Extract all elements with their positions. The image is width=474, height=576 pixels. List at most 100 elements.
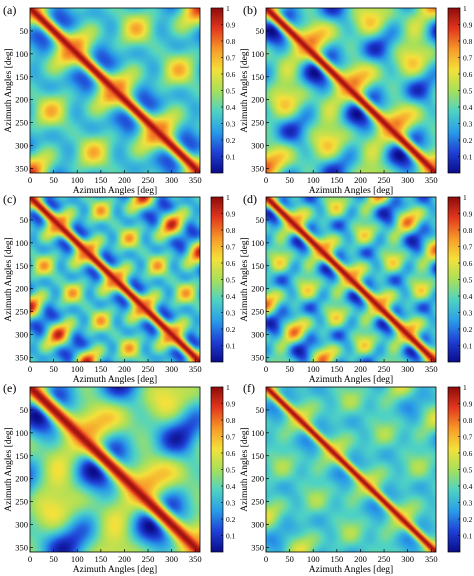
y-tick-label: 300 (15, 330, 28, 340)
colorbar-tick-label: 1 (463, 4, 467, 13)
heatmap-panel-b: 0 50 100 150 200 250 300 350 50 100 150 200 250 300 35… (240, 3, 473, 196)
y-tick-label: 200 (15, 95, 28, 105)
y-tick-label: 150 (15, 261, 28, 271)
y-tick-label: 250 (251, 118, 264, 128)
colorbar-tick-label: 0.1 (226, 153, 236, 162)
colorbar-tick-label: 0.1 (463, 342, 473, 351)
heatmap-panel-d: 0 50 100 150 200 250 300 350 50 100 150 200 250 300 35… (240, 192, 473, 385)
y-tick-label: 250 (251, 307, 264, 317)
colorbar-tick-label: 1 (226, 4, 230, 13)
y-tick-label: 300 (15, 141, 28, 151)
y-tick-label: 300 (251, 520, 264, 530)
heatmap-image (30, 197, 200, 362)
colorbar-tick-label: 0.3 (463, 120, 473, 129)
y-tick-label: 250 (251, 497, 264, 507)
x-tick-label: 250 (378, 554, 391, 564)
y-tick-label: 200 (251, 95, 264, 105)
y-axis-label: Azimuth Angles [deg] (240, 237, 250, 321)
x-tick-label: 350 (189, 554, 202, 564)
y-tick-label: 350 (15, 542, 28, 552)
y-tick-label: 150 (15, 451, 28, 461)
colorbar-tick-label: 0.7 (463, 243, 473, 252)
x-tick-label: 250 (142, 554, 155, 564)
colorbar-tick-label: 0.5 (226, 276, 236, 285)
colorbar-tick-label: 0.2 (463, 515, 473, 524)
x-tick-label: 150 (94, 175, 107, 185)
x-tick-label: 100 (71, 175, 84, 185)
x-tick-label: 350 (189, 364, 202, 374)
colorbar-tick-label: 1 (226, 193, 230, 202)
x-tick-label: 0 (264, 175, 268, 185)
y-axis-label: Azimuth Angles [deg] (4, 427, 14, 511)
y-tick-label: 50 (20, 405, 29, 415)
colorbar-tick-label: 0.9 (226, 210, 236, 219)
colorbar-tick-label: 0.3 (463, 499, 473, 508)
y-tick-label: 300 (15, 520, 28, 530)
colorbar-tick-label: 0.3 (463, 309, 473, 318)
panel-label: (a) (3, 3, 16, 17)
axes-frame (265, 196, 437, 363)
colorbar-tick-label: 0.1 (226, 342, 236, 351)
x-tick-label: 100 (71, 364, 84, 374)
y-tick-label: 100 (15, 238, 28, 248)
colorbar-tick-label: 0.2 (463, 136, 473, 145)
colorbar-tick-label: 0.7 (226, 243, 236, 252)
y-tick-label: 250 (15, 497, 28, 507)
panel-label: (e) (3, 381, 16, 395)
heatmap-panel-c: 0 50 100 150 200 250 300 350 50 100 150 200 250 300 35… (3, 192, 236, 385)
y-tick-label: 150 (15, 72, 28, 82)
colorbar-tick-label: 0.7 (226, 54, 236, 63)
x-tick-label: 100 (307, 364, 320, 374)
y-tick-label: 150 (251, 451, 264, 461)
y-tick-label: 350 (251, 352, 264, 362)
heatmap-image (266, 197, 436, 362)
y-tick-label: 100 (251, 238, 264, 248)
x-axis-label: Azimuth Angles [deg] (309, 186, 393, 196)
x-tick-label: 50 (285, 364, 294, 374)
colorbar-tick-label: 0.9 (226, 21, 236, 30)
panel-label: (d) (243, 192, 257, 206)
y-axis-label: Azimuth Angles [deg] (240, 48, 250, 132)
y-tick-label: 50 (20, 215, 29, 225)
colorbar-tick-label: 0.7 (463, 54, 473, 63)
y-tick-label: 300 (251, 330, 264, 340)
x-axis-label: Azimuth Angles [deg] (73, 375, 157, 385)
colorbar-tick-label: 0.8 (463, 416, 473, 425)
x-tick-label: 350 (189, 175, 202, 185)
x-tick-label: 150 (94, 364, 107, 374)
x-tick-label: 0 (264, 364, 268, 374)
x-tick-label: 350 (425, 554, 438, 564)
heatmap-panel-f: 0 50 100 150 200 250 300 350 50 100 150 200 250 300 35… (240, 381, 473, 575)
x-tick-label: 200 (354, 554, 367, 564)
colorbar-tick-label: 0.2 (463, 325, 473, 334)
y-tick-label: 150 (251, 261, 264, 271)
x-tick-label: 0 (28, 554, 32, 564)
colorbar-tick-label: 0.2 (226, 515, 236, 524)
axes-frame (265, 386, 437, 553)
colorbar-tick-label: 0.4 (463, 292, 473, 301)
y-tick-label: 200 (251, 474, 264, 484)
colorbar-gradient (448, 197, 460, 362)
y-tick-label: 150 (251, 72, 264, 82)
colorbar-tick-label: 0.5 (463, 466, 473, 475)
heatmap-panel-a: 0 50 100 150 200 250 300 350 50 100 150 200 250 300 35… (3, 3, 236, 196)
colorbar-tick-label: 0.6 (463, 449, 473, 458)
y-tick-label: 100 (251, 428, 264, 438)
colorbar-tick-label: 1 (463, 383, 467, 392)
colorbar-tick-label: 0.6 (226, 259, 236, 268)
x-tick-label: 100 (307, 175, 320, 185)
colorbar-tick-label: 0.4 (226, 103, 236, 112)
colorbar-tick-label: 0.3 (226, 499, 236, 508)
panel-label: (b) (243, 3, 257, 17)
y-tick-label: 50 (20, 26, 29, 36)
colorbar-tick-label: 0.1 (226, 532, 236, 541)
x-tick-label: 200 (118, 364, 131, 374)
x-tick-label: 350 (425, 364, 438, 374)
y-axis-label: Azimuth Angles [deg] (4, 237, 14, 321)
colorbar-gradient (211, 387, 223, 552)
x-tick-label: 350 (425, 175, 438, 185)
colorbar-tick-label: 0.5 (463, 276, 473, 285)
x-tick-label: 200 (354, 364, 367, 374)
axes-frame (29, 196, 201, 363)
colorbar-tick-label: 0.8 (226, 416, 236, 425)
